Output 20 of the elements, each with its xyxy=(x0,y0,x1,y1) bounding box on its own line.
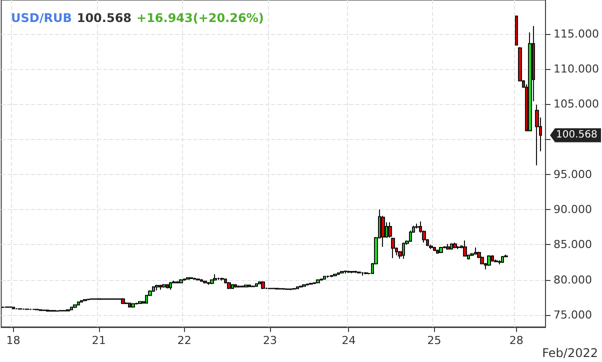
annotation: +16.943(+20.26%) xyxy=(136,11,264,25)
text: USD/RUB xyxy=(11,11,72,25)
x-tick-label: 28 xyxy=(509,334,524,347)
x-tick-label: 22 xyxy=(177,334,192,347)
x-tick-label: 18 xyxy=(6,334,20,347)
y-tick-label: 110.000 xyxy=(554,62,600,76)
y-tick-label: 95.000 xyxy=(554,168,592,181)
y-tick-label: 85.000 xyxy=(554,238,592,252)
y-tick-label: 75.000 xyxy=(554,308,592,322)
text: 100.568 xyxy=(76,11,132,25)
y-tick-label: 90.000 xyxy=(554,203,592,216)
y-tick-label: 115.000 xyxy=(554,27,600,40)
x-tick-label: 23 xyxy=(262,334,277,347)
y-tick-label: 105.000 xyxy=(554,98,600,111)
x-tick-label: 25 xyxy=(427,334,442,347)
y-tick-label: 80.000 xyxy=(554,273,592,286)
text: 100.568 xyxy=(556,130,598,141)
x-tick-label: 24 xyxy=(342,334,356,347)
x-tick-label: 21 xyxy=(92,334,106,347)
x-axis-title: Feb/2022 xyxy=(542,346,598,360)
